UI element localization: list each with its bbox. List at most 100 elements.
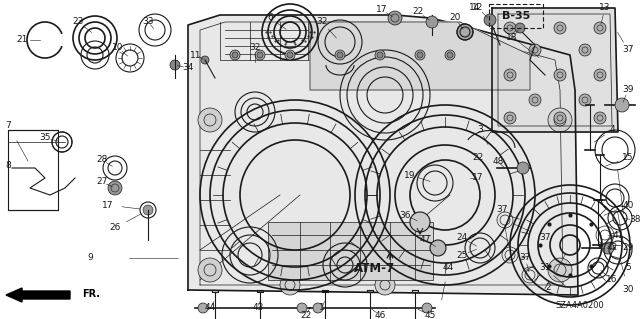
Circle shape: [517, 162, 529, 174]
Text: 45: 45: [424, 310, 436, 319]
Text: 36: 36: [399, 211, 411, 219]
Text: 18: 18: [506, 33, 518, 42]
Circle shape: [529, 94, 541, 106]
Circle shape: [457, 24, 473, 40]
Text: 5: 5: [625, 263, 631, 272]
Circle shape: [484, 14, 496, 26]
Circle shape: [554, 22, 566, 34]
FancyArrow shape: [6, 288, 70, 302]
Circle shape: [579, 44, 591, 56]
Circle shape: [313, 303, 323, 313]
Circle shape: [388, 11, 402, 25]
Text: 37: 37: [496, 205, 508, 214]
Text: 3: 3: [477, 125, 483, 135]
Circle shape: [579, 94, 591, 106]
Text: 19: 19: [404, 170, 416, 180]
Text: 11: 11: [190, 50, 202, 60]
Text: ATM-7: ATM-7: [355, 262, 396, 275]
Text: 20: 20: [449, 13, 461, 23]
Circle shape: [198, 303, 208, 313]
Text: 37: 37: [622, 46, 634, 55]
Circle shape: [257, 52, 263, 58]
Text: 44: 44: [204, 303, 216, 313]
Circle shape: [504, 69, 516, 81]
Text: 48: 48: [492, 158, 504, 167]
Circle shape: [548, 258, 572, 282]
Text: 2: 2: [545, 284, 551, 293]
Text: 8: 8: [5, 160, 11, 169]
Text: 13: 13: [599, 4, 611, 12]
Text: 17: 17: [376, 5, 388, 14]
Circle shape: [255, 50, 265, 60]
Text: 43: 43: [252, 303, 264, 313]
Bar: [8, 130, 58, 210]
Circle shape: [594, 112, 606, 124]
Circle shape: [447, 52, 453, 58]
Circle shape: [594, 69, 606, 81]
Text: 44: 44: [442, 263, 454, 272]
Circle shape: [504, 112, 516, 124]
Circle shape: [198, 108, 222, 132]
Circle shape: [287, 52, 293, 58]
Text: 32: 32: [250, 43, 260, 53]
Circle shape: [548, 108, 572, 132]
Bar: [268, 222, 433, 280]
Circle shape: [554, 69, 566, 81]
Text: 26: 26: [109, 224, 121, 233]
Text: 38: 38: [629, 216, 640, 225]
Text: 9: 9: [87, 254, 93, 263]
Circle shape: [377, 52, 383, 58]
Text: 41: 41: [612, 231, 624, 240]
Text: 15: 15: [622, 153, 634, 162]
Circle shape: [230, 50, 240, 60]
Text: 28: 28: [96, 155, 108, 165]
Text: 29: 29: [622, 243, 634, 253]
Text: FR.: FR.: [82, 289, 100, 299]
Circle shape: [375, 50, 385, 60]
Text: 7: 7: [5, 121, 11, 130]
Text: B-35: B-35: [502, 11, 530, 21]
Polygon shape: [188, 15, 578, 295]
Text: 25: 25: [456, 250, 468, 259]
Circle shape: [297, 303, 307, 313]
Circle shape: [232, 52, 238, 58]
Circle shape: [335, 50, 345, 60]
Circle shape: [170, 60, 180, 70]
Circle shape: [445, 50, 455, 60]
Text: 22: 22: [300, 310, 312, 319]
Circle shape: [375, 275, 395, 295]
Polygon shape: [492, 8, 618, 132]
Text: 42: 42: [606, 243, 618, 253]
Text: 37: 37: [540, 234, 551, 242]
Text: 17: 17: [102, 201, 114, 210]
Text: 37: 37: [519, 254, 531, 263]
Text: 23: 23: [72, 18, 84, 26]
Circle shape: [515, 23, 525, 33]
Text: 33: 33: [142, 18, 154, 26]
Circle shape: [554, 112, 566, 124]
Circle shape: [426, 16, 438, 28]
Text: 31: 31: [540, 263, 551, 272]
Text: 1: 1: [319, 303, 325, 313]
Circle shape: [594, 22, 606, 34]
Circle shape: [417, 52, 423, 58]
Text: 16: 16: [606, 276, 618, 285]
Text: 40: 40: [622, 201, 634, 210]
Circle shape: [108, 181, 122, 195]
Text: 22: 22: [472, 153, 484, 162]
Text: 24: 24: [456, 234, 468, 242]
Circle shape: [422, 303, 432, 313]
Text: 17: 17: [472, 174, 484, 182]
Text: 22: 22: [412, 8, 424, 17]
Circle shape: [285, 50, 295, 60]
Circle shape: [198, 258, 222, 282]
Text: 27: 27: [96, 177, 108, 187]
Circle shape: [602, 242, 614, 254]
Text: 46: 46: [374, 310, 386, 319]
Text: 34: 34: [182, 63, 194, 72]
Circle shape: [504, 22, 516, 34]
Polygon shape: [310, 22, 530, 90]
Text: 47: 47: [419, 235, 431, 244]
Text: 39: 39: [622, 85, 634, 94]
Circle shape: [615, 98, 629, 112]
